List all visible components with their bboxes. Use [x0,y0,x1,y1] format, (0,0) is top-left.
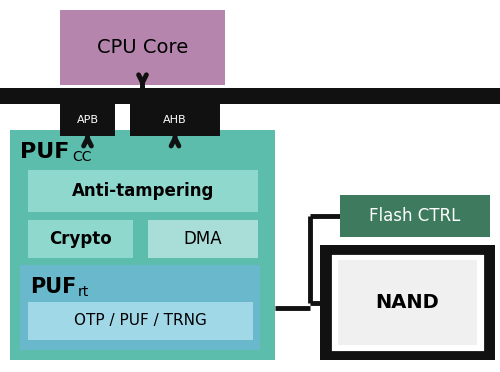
Bar [320,245,495,360]
Text: PUF: PUF [30,277,76,297]
Bar [130,104,220,136]
Text: NAND: NAND [376,293,440,312]
Text: Flash CTRL: Flash CTRL [370,207,460,225]
Bar [60,104,115,136]
Text: PUF: PUF [20,142,70,162]
Text: AHB: AHB [163,115,187,125]
Bar [60,10,225,85]
Bar [338,260,477,345]
Text: CC: CC [72,150,92,164]
Bar [330,253,485,352]
Bar [148,220,258,258]
Bar [20,265,260,350]
Bar [28,170,258,212]
Text: OTP / PUF / TRNG: OTP / PUF / TRNG [74,314,207,328]
Text: CPU Core: CPU Core [97,38,188,57]
Text: Crypto: Crypto [49,230,112,248]
Bar [28,302,253,340]
Bar [10,130,275,360]
Bar [28,220,133,258]
Text: DMA: DMA [184,230,222,248]
Text: Anti-tampering: Anti-tampering [72,182,214,200]
Text: rt: rt [78,285,89,299]
Text: APB: APB [76,115,98,125]
Bar [340,195,490,237]
Bar [0,88,500,104]
